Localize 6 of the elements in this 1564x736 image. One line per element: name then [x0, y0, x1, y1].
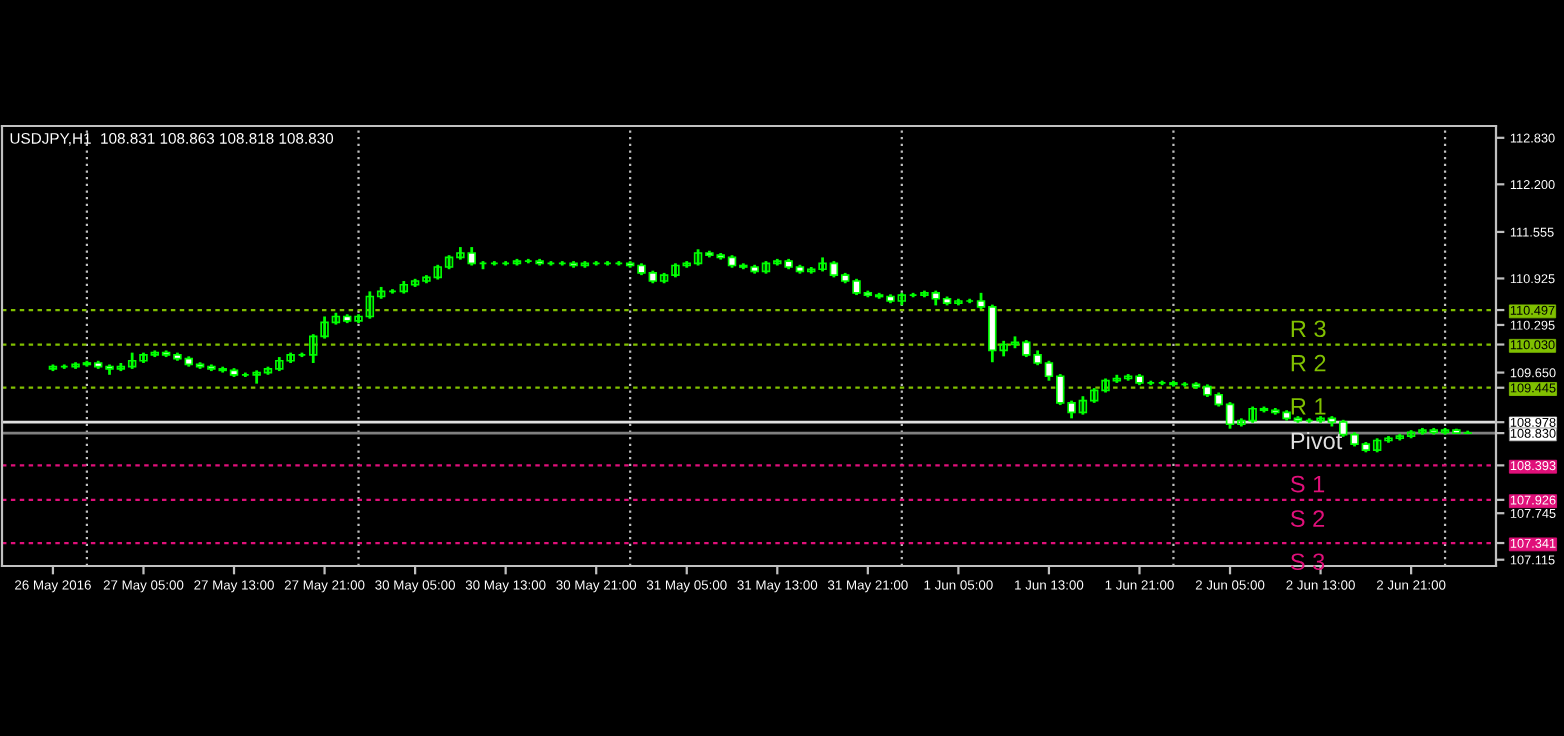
ref-line-label: R 2 [1291, 354, 1326, 372]
ref-line-label: S 2 [1290, 510, 1325, 527]
ref-line-label: S 1 [1290, 475, 1325, 493]
ref-line-label: R 3 [1291, 320, 1326, 338]
ref-line-label: R 1 [1291, 398, 1326, 415]
ref-line-label: Pivot [1291, 431, 1343, 450]
